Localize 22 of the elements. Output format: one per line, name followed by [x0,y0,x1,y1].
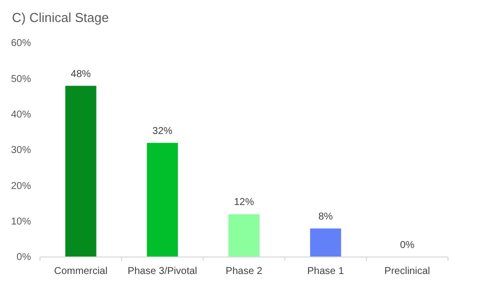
y-tick-label: 30% [10,145,32,156]
bar [310,228,342,257]
x-tick-label: Phase 1 [307,266,344,278]
y-tick-label: 10% [10,216,32,228]
bar [146,142,178,257]
y-tick-label: 60% [10,38,32,50]
x-tick-label: Phase 2 [226,266,263,278]
data-label: 0% [400,240,415,251]
data-label: 12% [234,197,254,208]
y-tick-label: 0% [16,252,32,264]
y-tick-label: 40% [10,110,32,121]
bar [228,214,260,257]
x-tick-label: Phase 3/Pivotal [128,266,198,278]
data-label: 48% [70,68,91,80]
x-tick-label: Commercial [54,266,108,278]
data-label: 8% [318,211,333,222]
bar [65,86,96,257]
y-tick-label: 20% [10,180,32,192]
y-tick-label: 50% [10,74,32,85]
data-label: 32% [152,126,173,137]
chart-title: C) Clinical Stage [12,10,109,25]
x-tick-label: Preclinical [384,266,430,278]
